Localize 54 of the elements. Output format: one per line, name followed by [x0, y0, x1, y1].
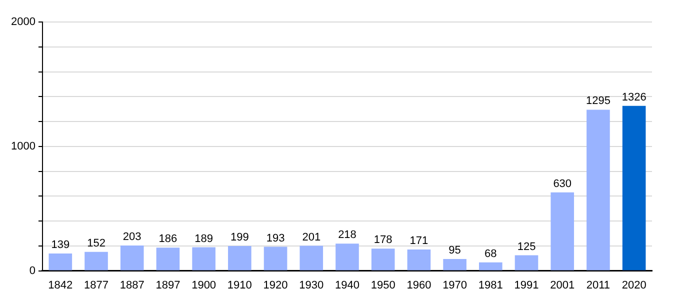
x-tick-label: 1897 — [156, 279, 180, 292]
x-tick-label: 1991 — [514, 279, 539, 292]
data-label: 68 — [484, 248, 497, 260]
data-label: 186 — [158, 233, 178, 246]
x-tick-label: 1950 — [370, 279, 396, 292]
x-tick-label: 1910 — [227, 279, 252, 292]
data-label: 139 — [51, 239, 70, 252]
x-tick-label: 1940 — [334, 279, 360, 292]
data-label: 630 — [553, 178, 572, 190]
x-tick-label: 2011 — [586, 279, 610, 292]
x-tick-label: 1887 — [120, 279, 144, 292]
bar — [120, 246, 144, 270]
bar — [586, 110, 610, 270]
data-label: 193 — [266, 232, 285, 244]
data-label: 152 — [87, 237, 106, 250]
y-tick-label: 2000 — [10, 16, 36, 28]
bar — [443, 258, 466, 270]
data-label: 1326 — [622, 91, 646, 104]
bar — [622, 106, 646, 270]
data-label: 178 — [374, 234, 392, 246]
data-label: 125 — [517, 240, 536, 253]
data-label: 1295 — [586, 95, 610, 108]
bar — [371, 248, 395, 270]
y-tick-label: 0 — [29, 264, 36, 277]
x-tick-label: 1970 — [442, 279, 468, 292]
bar — [550, 192, 574, 270]
x-tick-label: 1900 — [192, 279, 216, 292]
bar — [514, 255, 538, 270]
bar — [264, 246, 288, 270]
bar — [156, 248, 180, 270]
x-tick-label: 1960 — [406, 279, 432, 292]
data-label: 171 — [410, 235, 428, 248]
x-tick-label: 2020 — [622, 279, 646, 292]
data-label: 199 — [230, 232, 249, 244]
data-label: 201 — [302, 231, 321, 244]
x-tick-label: 1920 — [263, 279, 288, 292]
x-tick-label: 1877 — [84, 279, 108, 292]
data-label: 189 — [194, 232, 213, 245]
y-tick-label: 1000 — [10, 140, 36, 152]
data-label: 203 — [122, 231, 142, 244]
bar — [228, 246, 252, 270]
bar — [300, 246, 324, 270]
x-tick-label: 1842 — [48, 279, 73, 292]
data-label: 95 — [448, 244, 461, 257]
bar — [48, 254, 72, 270]
x-tick-label: 1930 — [299, 279, 324, 292]
bar — [479, 262, 502, 270]
bar — [336, 244, 359, 270]
x-tick-label: 1981 — [478, 279, 503, 292]
data-label: 218 — [338, 229, 356, 242]
bar — [192, 247, 216, 270]
bar — [84, 252, 108, 270]
x-tick-label: 2001 — [550, 279, 575, 292]
bar — [407, 250, 431, 270]
